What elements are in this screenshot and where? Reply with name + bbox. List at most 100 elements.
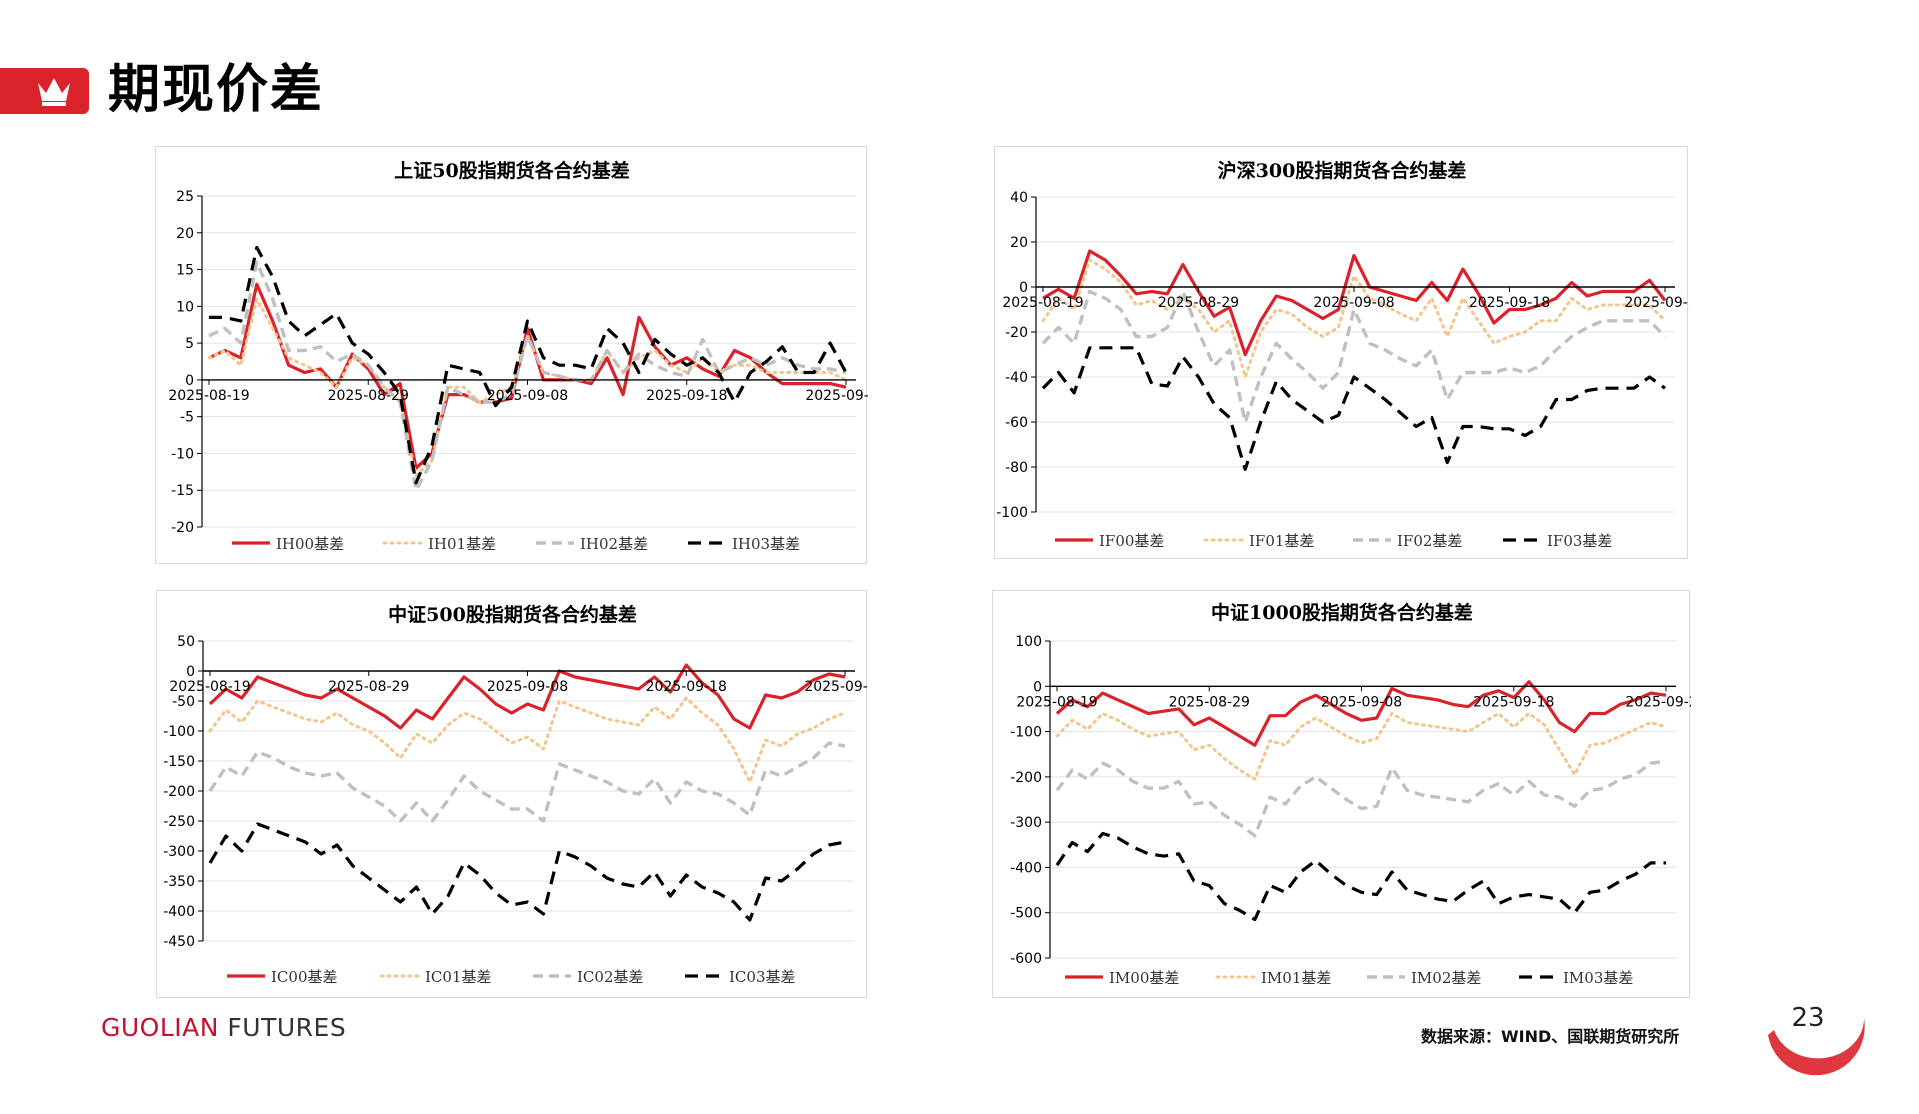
legend-label: IH01基差 xyxy=(428,535,496,553)
y-tick-label: 5 xyxy=(185,336,194,352)
legend-label: IM00基差 xyxy=(1109,969,1179,987)
chart-svg: 沪深300股指期货各合约基差 40 20 0 -20 -40 -60 -80 -100 2025-… xyxy=(996,159,1689,550)
series-line-IH02基差 xyxy=(208,260,847,492)
x-tick-label: 2025-08-19 xyxy=(1016,694,1097,710)
chart-panel-csi300: 沪深300股指期货各合约基差 40 20 0 -20 -40 -60 -80 -100 2025-… xyxy=(994,146,1689,559)
series-line-IC03基差 xyxy=(208,822,846,922)
chart-title: 上证50股指期货各合约基差 xyxy=(394,159,629,182)
series-line-IC02基差 xyxy=(208,741,846,823)
legend-label: IC01基差 xyxy=(425,968,492,986)
x-tick-label: 2025-09-28 xyxy=(1625,694,1691,710)
y-tick-label: -15 xyxy=(171,483,194,499)
y-tick-label: 40 xyxy=(1010,190,1028,206)
chart-panel-sse50: 上证50股指期货各合约基差 25 20 15 10 5 0 -5 -10 -15 -20 2025-0… xyxy=(155,146,868,564)
x-tick-label: 2025-08-29 xyxy=(1169,694,1250,710)
page-number: 23 xyxy=(1791,1003,1825,1033)
y-tick-label: 0 xyxy=(1019,280,1028,296)
x-tick-label: 2025-09-08 xyxy=(487,679,568,695)
y-tick-label: -300 xyxy=(1010,815,1042,831)
series-line-IC01基差 xyxy=(208,696,847,784)
legend-label: IM02基差 xyxy=(1411,969,1481,987)
chart-title: 沪深300股指期货各合约基差 xyxy=(1218,159,1467,182)
y-tick-label: -20 xyxy=(171,520,194,536)
x-tick-label: 2025-09-18 xyxy=(1473,694,1554,710)
x-tick-label: 2025-08-29 xyxy=(1158,295,1239,311)
series-line-IM02基差 xyxy=(1055,759,1667,838)
y-tick-label: 25 xyxy=(176,189,194,205)
y-tick-label: -150 xyxy=(163,754,195,770)
title-accent-bar xyxy=(0,68,89,114)
chart-svg: 中证500股指期货各合约基差 50 0 -50 -100 -150 -200 -250 -300… xyxy=(163,603,868,986)
y-tick-label: -50 xyxy=(172,694,195,710)
y-tick-label: -80 xyxy=(1005,460,1028,476)
x-tick-label: 2025-09-08 xyxy=(487,388,568,404)
y-tick-label: 15 xyxy=(176,263,194,279)
series-line-IF03基差 xyxy=(1041,346,1666,471)
y-tick-label: -300 xyxy=(163,844,195,860)
y-tick-label: 20 xyxy=(1010,235,1028,251)
series-line-IF00基差 xyxy=(1042,249,1667,357)
y-tick-label: -100 xyxy=(996,505,1028,521)
data-source: 数据来源：WIND、国联期货研究所 xyxy=(1421,1027,1680,1046)
legend-label: IF03基差 xyxy=(1547,532,1612,550)
y-tick-label: -400 xyxy=(163,904,195,920)
series-line-IM00基差 xyxy=(1055,680,1667,747)
brand-name-part1: GUOLIAN xyxy=(101,1013,219,1042)
page-number-decoration xyxy=(1768,1018,1865,1076)
legend-label: IH02基差 xyxy=(580,535,648,553)
y-tick-label: -20 xyxy=(1005,325,1028,341)
x-tick-label: 2025-09-18 xyxy=(646,388,727,404)
legend-label: IF02基差 xyxy=(1397,532,1462,550)
x-tick-label: 2025-08-19 xyxy=(169,679,250,695)
y-tick-label: -5 xyxy=(180,410,194,426)
y-tick-label: 10 xyxy=(176,299,194,315)
x-tick-label: 2025-08-29 xyxy=(328,679,409,695)
chart-svg: 上证50股指期货各合约基差 25 20 15 10 5 0 -5 -10 -15 -20 2025-0… xyxy=(168,159,868,553)
x-tick-label: 2025-09-18 xyxy=(646,679,727,695)
y-tick-label: 0 xyxy=(186,664,195,680)
legend-label: IF01基差 xyxy=(1249,532,1314,550)
chart-panel-csi500: 中证500股指期货各合约基差 50 0 -50 -100 -150 -200 -250 -300… xyxy=(156,590,868,998)
y-tick-label: -10 xyxy=(171,446,194,462)
series-line-IF02基差 xyxy=(1041,289,1667,424)
legend-label: IM03基差 xyxy=(1563,969,1633,987)
brand-logo: GUOLIAN FUTURES xyxy=(101,1013,346,1042)
y-tick-label: -500 xyxy=(1010,906,1042,922)
chart-title: 中证1000股指期货各合约基差 xyxy=(1211,601,1473,624)
x-tick-label: 2025-09-28 xyxy=(1624,295,1689,311)
y-tick-label: -200 xyxy=(1010,770,1042,786)
legend-label: IC00基差 xyxy=(271,968,338,986)
brand-name-part2: FUTURES xyxy=(218,1013,347,1042)
y-tick-label: -350 xyxy=(163,874,195,890)
x-tick-label: 2025-08-29 xyxy=(328,388,409,404)
legend-label: IF00基差 xyxy=(1099,532,1164,550)
crown-icon xyxy=(38,78,70,106)
series-line-IC00基差 xyxy=(208,663,846,730)
y-tick-label: -100 xyxy=(163,724,195,740)
y-tick-label: 50 xyxy=(177,634,195,650)
legend-label: IM01基差 xyxy=(1261,969,1331,987)
series-line-IH00基差 xyxy=(208,282,847,470)
x-tick-label: 2025-09-28 xyxy=(804,679,868,695)
y-tick-label: -40 xyxy=(1005,370,1028,386)
y-tick-label: -400 xyxy=(1010,860,1042,876)
y-tick-label: -450 xyxy=(163,934,195,950)
x-tick-label: 2025-09-08 xyxy=(1321,694,1402,710)
y-tick-label: -60 xyxy=(1005,415,1028,431)
x-tick-label: 2025-09-28 xyxy=(805,388,868,404)
y-tick-label: -600 xyxy=(1010,951,1042,967)
series-line-IF01基差 xyxy=(1041,258,1667,379)
chart-svg: 中证1000股指期货各合约基差 100 0 -100 -200 -300 -400 -500 -… xyxy=(1010,601,1691,987)
series-line-IH01基差 xyxy=(207,297,848,477)
chart-title: 中证500股指期货各合约基差 xyxy=(388,603,637,626)
x-tick-label: 2025-08-19 xyxy=(1002,295,1083,311)
y-tick-label: 20 xyxy=(176,226,194,242)
legend-label: IH03基差 xyxy=(732,535,800,553)
legend-label: IC02基差 xyxy=(577,968,644,986)
x-tick-label: 2025-08-19 xyxy=(168,388,249,404)
y-tick-label: -200 xyxy=(163,784,195,800)
series-line-IM01基差 xyxy=(1055,712,1668,781)
y-tick-label: -250 xyxy=(163,814,195,830)
y-tick-label: 0 xyxy=(185,373,194,389)
y-tick-label: 100 xyxy=(1015,634,1042,650)
